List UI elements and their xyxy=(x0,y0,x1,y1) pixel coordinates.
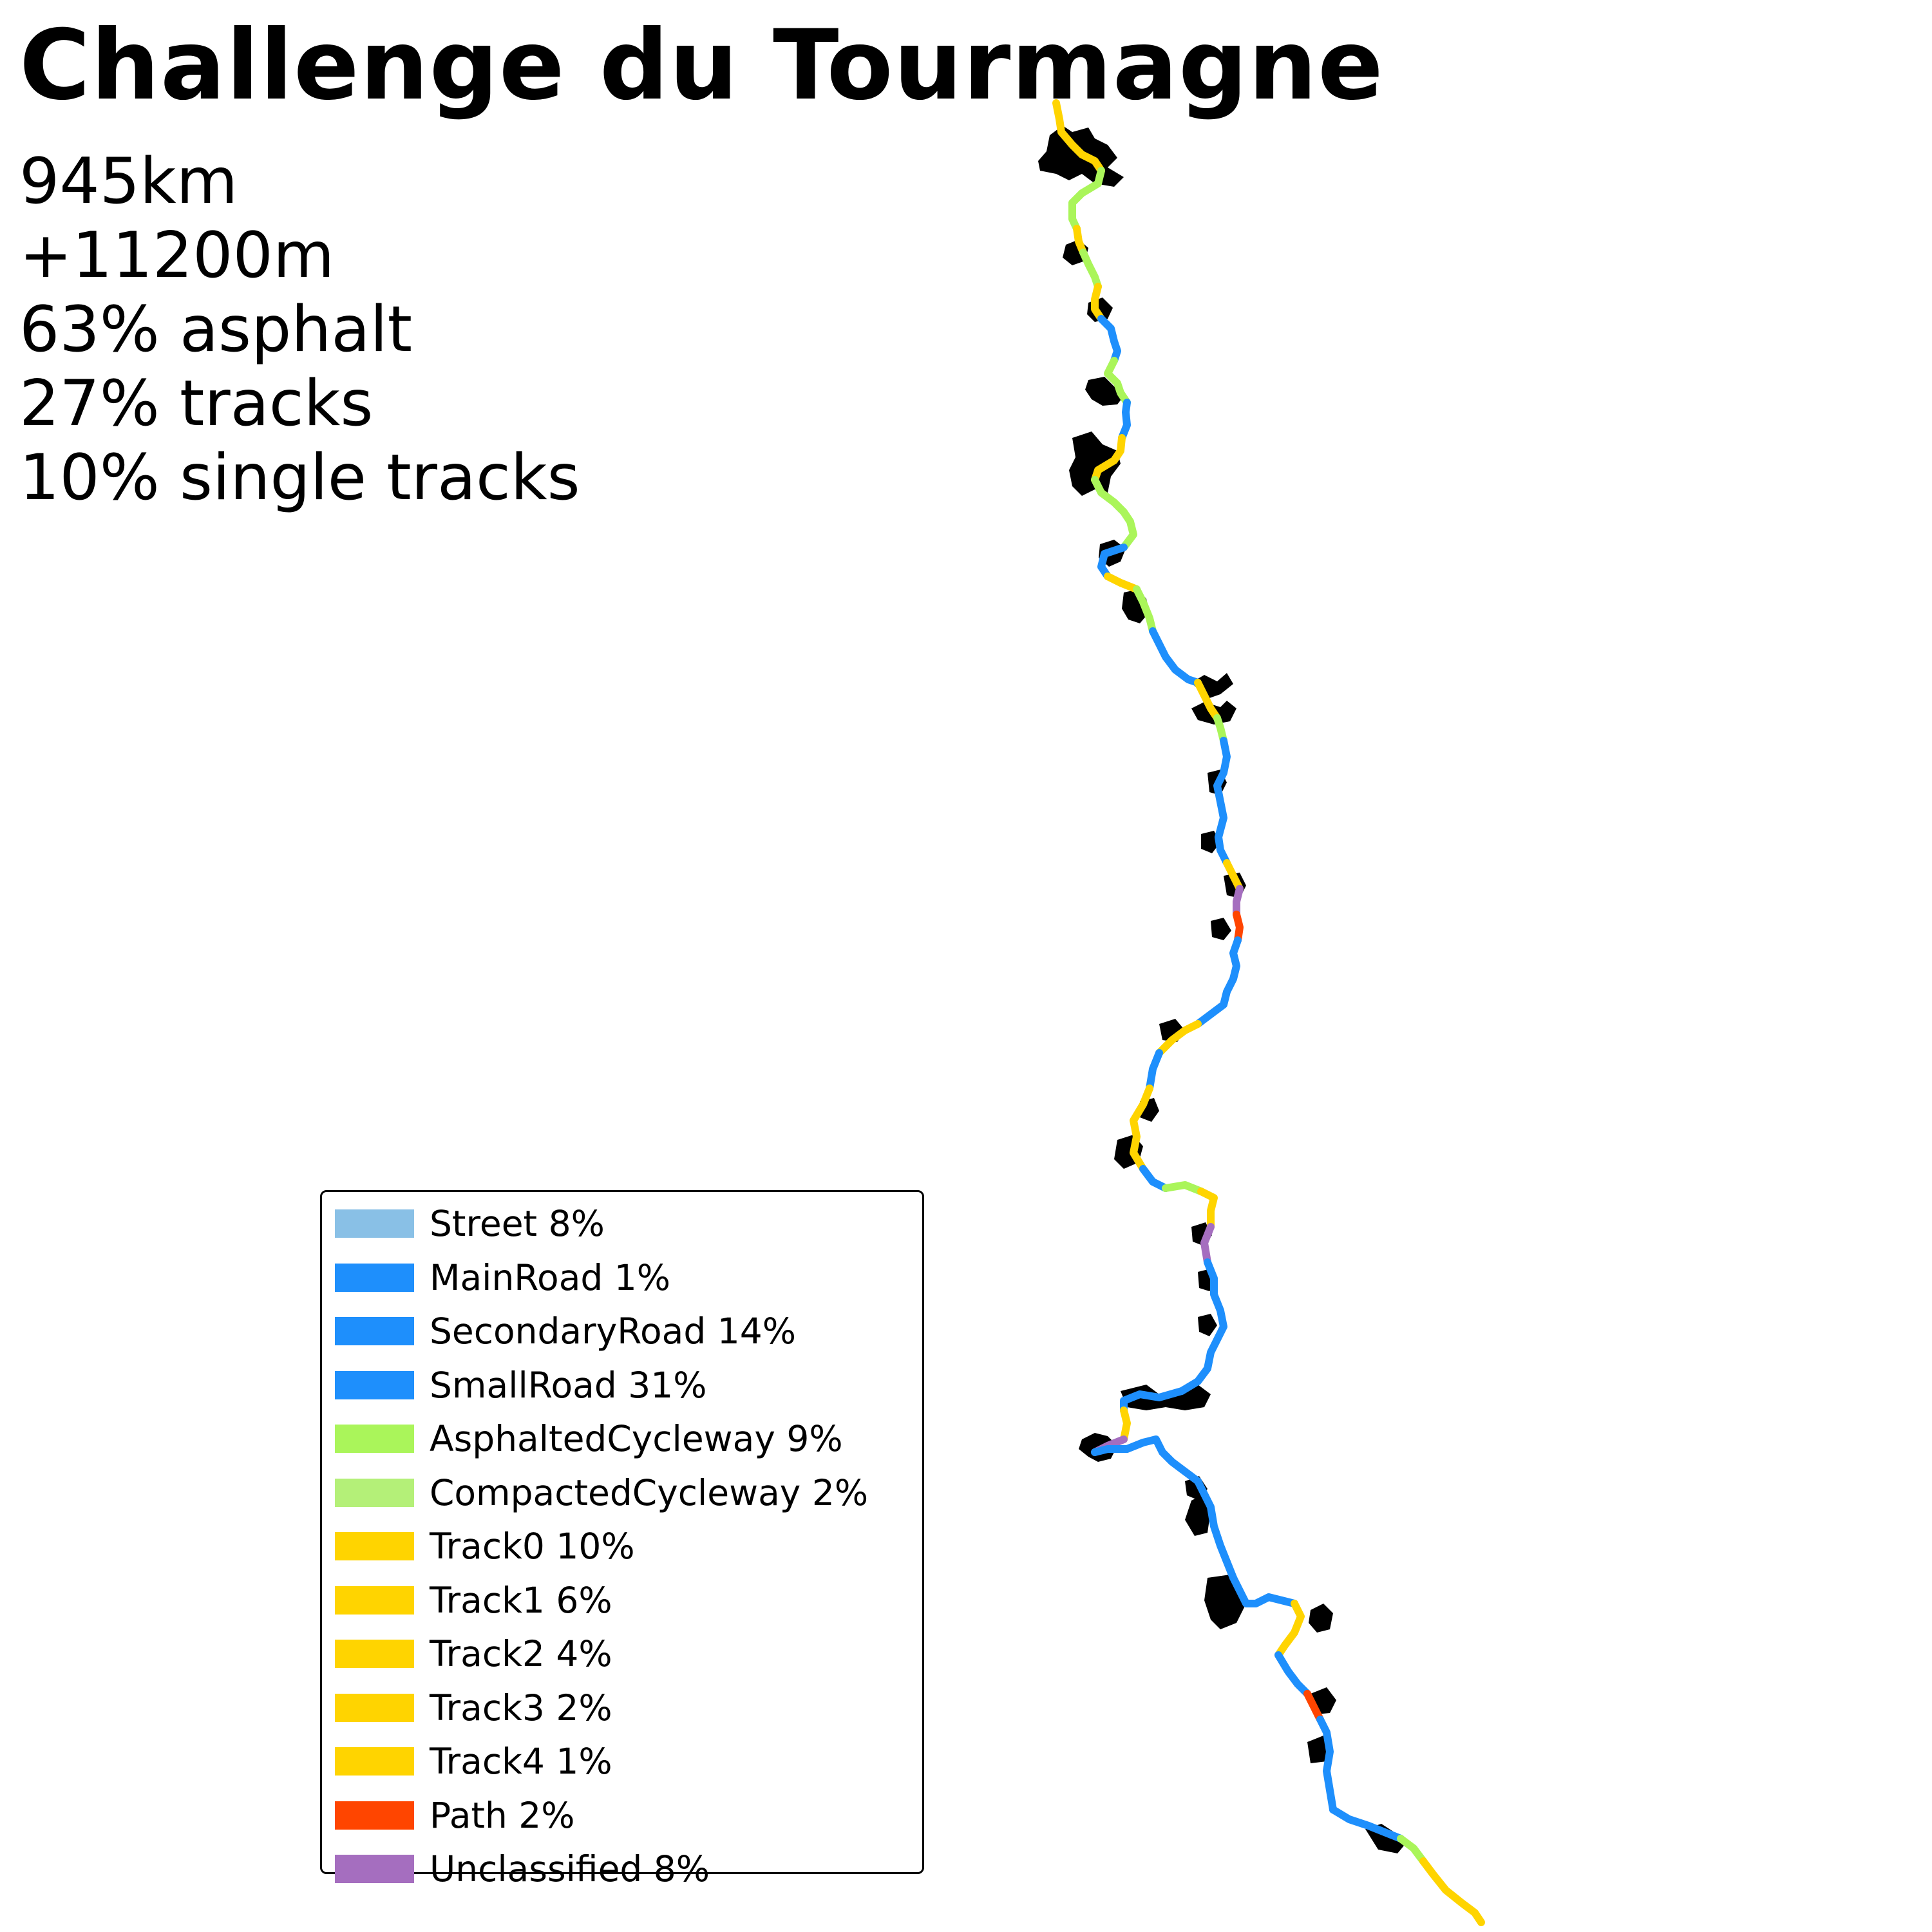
route-segment xyxy=(1194,679,1221,722)
map-title: Challenge du Tourmagne xyxy=(19,10,1384,122)
stat-distance: 945km xyxy=(19,145,238,218)
legend-label: CompactedCycleway 2% xyxy=(430,1472,869,1513)
legend-item: Unclassified 8% xyxy=(335,1846,710,1891)
route-segment xyxy=(1162,1181,1205,1195)
legend-item: MainRoad 1% xyxy=(335,1255,670,1300)
route-segment xyxy=(1233,885,1244,918)
legend-swatch xyxy=(335,1747,414,1776)
route-segment xyxy=(1052,99,1105,175)
commune-area xyxy=(1185,1494,1211,1536)
legend: Street 8% MainRoad 1% SecondaryRoad 14% Sma… xyxy=(320,1190,924,1889)
legend-item: Track3 2% xyxy=(335,1685,612,1730)
legend-item: Track1 6% xyxy=(335,1578,612,1623)
route-segment xyxy=(1120,1406,1131,1443)
route-segment xyxy=(1329,1806,1405,1842)
legend-swatch xyxy=(335,1425,414,1453)
route-segment xyxy=(1303,1690,1324,1723)
route-segment xyxy=(1097,544,1128,580)
route-segment xyxy=(1194,936,1242,1028)
legend-swatch xyxy=(335,1801,414,1830)
legend-swatch xyxy=(335,1586,414,1615)
legend-label: AsphaltedCycleway 9% xyxy=(430,1418,843,1459)
legend-swatch xyxy=(335,1317,414,1345)
route-segment xyxy=(1097,315,1121,365)
route-segment xyxy=(1130,1084,1153,1173)
route-segment xyxy=(1233,911,1244,944)
legend-item: CompactedCycleway 2% xyxy=(335,1470,868,1515)
legend-label: Track0 10% xyxy=(430,1526,635,1567)
route-segment xyxy=(1091,1435,1202,1485)
route-segment xyxy=(1155,1020,1202,1057)
commune-area xyxy=(1069,431,1121,496)
legend-label: Track3 2% xyxy=(430,1687,612,1728)
commune-areas xyxy=(1038,126,1407,1853)
legend-swatch xyxy=(335,1532,414,1560)
route-segment xyxy=(1118,399,1131,442)
route-segment xyxy=(1073,225,1087,256)
route-segment xyxy=(1213,737,1231,867)
route-segment xyxy=(1079,249,1102,290)
legend-item: Track0 10% xyxy=(335,1524,635,1569)
commune-area xyxy=(1198,1314,1217,1336)
legend-label: Track2 4% xyxy=(430,1633,612,1674)
legend-item: Path 2% xyxy=(335,1793,575,1838)
route-stats: 945km +11200m 63% asphalt 27% tracks 10%… xyxy=(19,145,580,515)
legend-label: SecondaryRoad 14% xyxy=(430,1311,797,1352)
legend-swatch xyxy=(335,1693,414,1722)
route-segment xyxy=(1149,627,1202,687)
commune-area xyxy=(1309,1604,1333,1633)
route-segments xyxy=(1052,99,1485,1926)
commune-area xyxy=(1085,377,1124,406)
route-segment xyxy=(1146,1049,1163,1092)
legend-item: SmallRoad 31% xyxy=(335,1363,707,1408)
stat-tracks: 27% tracks xyxy=(19,367,374,440)
legend-swatch xyxy=(335,1855,414,1883)
route-segment xyxy=(1178,1258,1227,1395)
legend-label: Track1 6% xyxy=(430,1579,612,1621)
route-segment xyxy=(1397,1835,1427,1865)
route-segment xyxy=(1213,714,1227,744)
legend-item: Track4 1% xyxy=(335,1739,612,1784)
stat-single-tracks: 10% single tracks xyxy=(19,441,580,515)
stat-elevation: +11200m xyxy=(19,219,335,292)
legend-label: MainRoad 1% xyxy=(430,1256,671,1298)
route-segment xyxy=(1419,1857,1485,1926)
route-segment xyxy=(1229,1574,1298,1607)
route-segment xyxy=(1104,357,1131,406)
route-segment xyxy=(1223,859,1244,893)
legend-label: Unclassified 8% xyxy=(430,1848,710,1889)
route-segment xyxy=(1091,476,1137,551)
legend-swatch xyxy=(335,1209,414,1238)
legend-item: AsphaltedCycleway 9% xyxy=(335,1416,843,1461)
legend-item: Track2 4% xyxy=(335,1631,612,1676)
legend-label: Street 8% xyxy=(430,1203,605,1244)
route-segment xyxy=(1274,1651,1311,1698)
route-segment xyxy=(1091,283,1105,323)
legend-swatch xyxy=(335,1263,414,1292)
route-segment xyxy=(1274,1600,1305,1659)
legend-label: Path 2% xyxy=(430,1794,575,1836)
route-segment xyxy=(1068,167,1105,232)
legend-label: Track4 1% xyxy=(430,1741,612,1782)
route-segment xyxy=(1120,1387,1186,1414)
route-segment xyxy=(1091,434,1126,484)
legend-swatch xyxy=(335,1478,414,1507)
route-segment xyxy=(1104,573,1141,593)
route-segment xyxy=(1194,1477,1237,1582)
legend-item: SecondaryRoad 14% xyxy=(335,1309,796,1354)
commune-area xyxy=(1211,918,1231,940)
legend-swatch xyxy=(335,1640,414,1668)
legend-swatch xyxy=(335,1370,414,1399)
route-segment xyxy=(1133,585,1157,635)
stat-asphalt: 63% asphalt xyxy=(19,293,413,366)
legend-item: Street 8% xyxy=(335,1201,605,1246)
route-segment xyxy=(1139,1165,1170,1192)
route-segment xyxy=(1200,1223,1215,1266)
route-segment xyxy=(1316,1716,1337,1814)
legend-label: SmallRoad 31% xyxy=(430,1364,707,1406)
route-segment xyxy=(1197,1188,1218,1231)
